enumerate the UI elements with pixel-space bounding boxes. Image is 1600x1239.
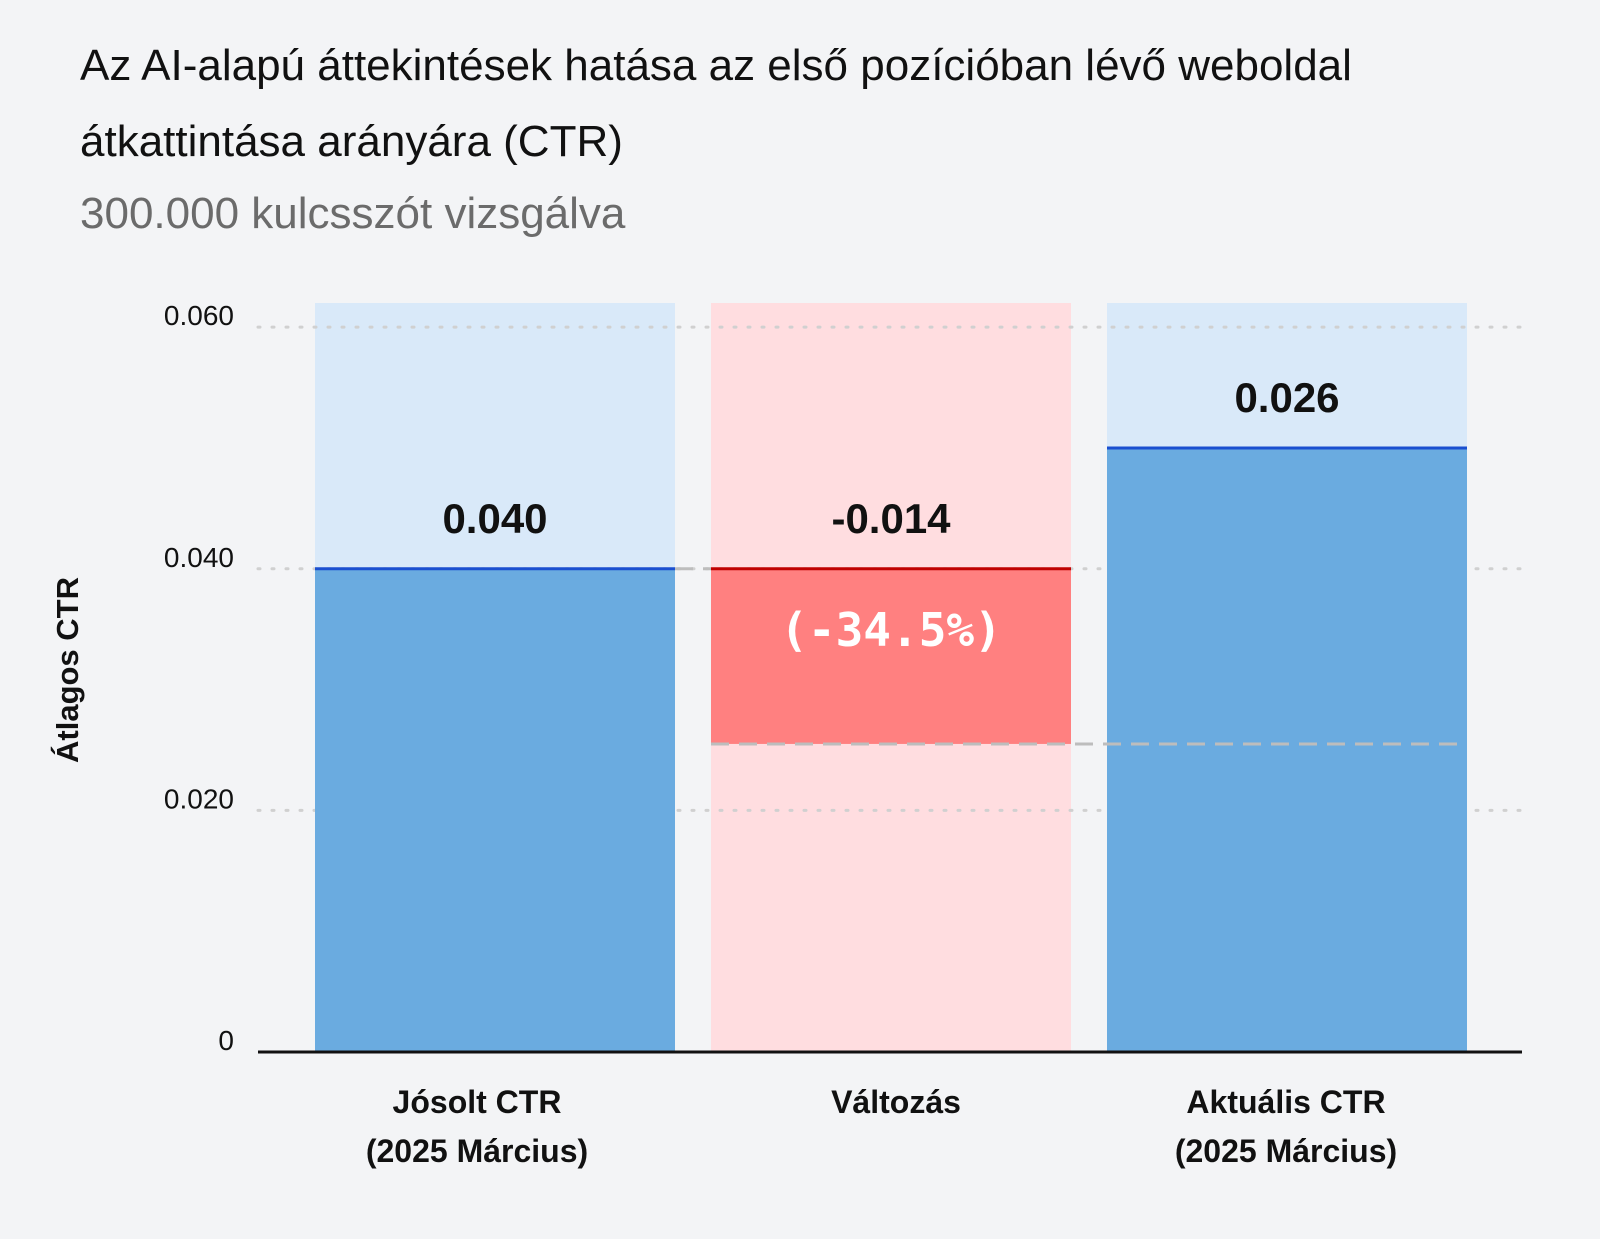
category-label-1-line2: (2025 Március) xyxy=(366,1133,588,1169)
value-label-1: 0.040 xyxy=(442,495,547,542)
chart-subtitle: 300.000 kulcsszót vizsgálva xyxy=(80,189,626,238)
y-tick-label-3: 0.060 xyxy=(164,300,234,331)
bar-1 xyxy=(315,568,675,1052)
y-tick-label-1: 0.020 xyxy=(164,783,234,814)
value-label-2: -0.014 xyxy=(831,495,951,542)
y-axis-label: Átlagos CTR xyxy=(50,577,85,763)
category-label-2-line1: Változás xyxy=(831,1084,961,1120)
y-tick-label-2: 0.040 xyxy=(164,542,234,573)
y-tick-label-0: 0 xyxy=(218,1025,234,1056)
value-label-3: 0.026 xyxy=(1234,374,1339,421)
chart-title: Az AI-alapú áttekintések hatása az első … xyxy=(80,41,1352,166)
bar-2 xyxy=(711,568,1071,744)
category-label-1-line1: Jósolt CTR xyxy=(393,1084,562,1120)
category-label-3-line2: (2025 Március) xyxy=(1175,1133,1397,1169)
bar-3 xyxy=(1107,447,1467,1052)
percent-change-label: (-34.5%) xyxy=(780,603,1002,657)
category-label-3-line1: Aktuális CTR xyxy=(1186,1084,1385,1120)
